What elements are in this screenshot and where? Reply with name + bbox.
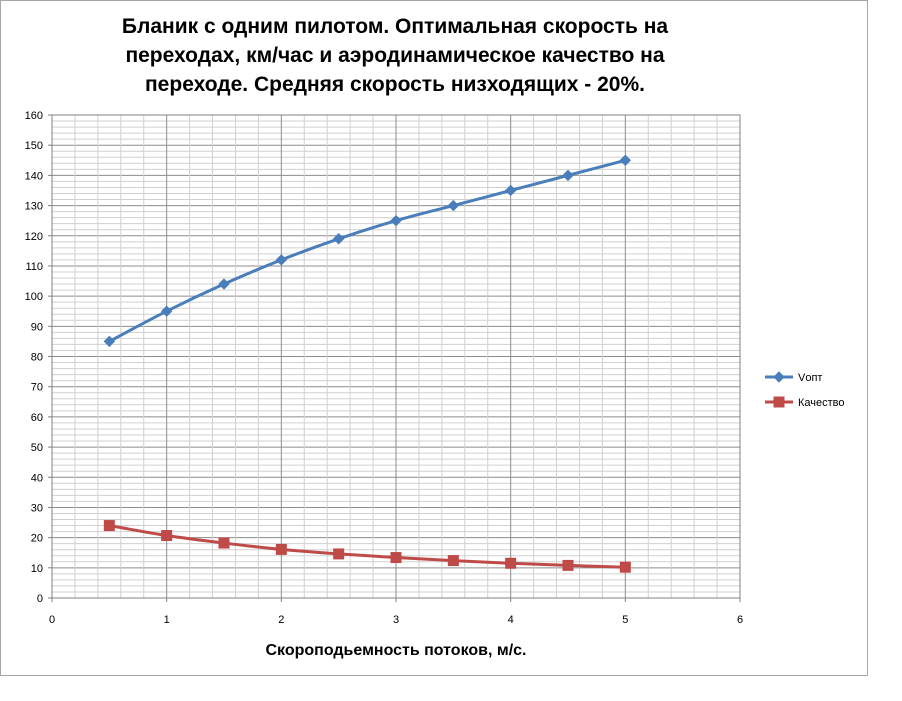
series-layer	[103, 154, 632, 573]
chart-title: Бланик с одним пилотом. Оптимальная скор…	[121, 15, 669, 96]
data-point	[447, 199, 460, 212]
legend-swatch-marker	[773, 396, 785, 408]
data-point	[619, 561, 631, 573]
legend-label: Vопт	[798, 372, 822, 384]
data-point	[447, 555, 459, 567]
data-point	[562, 559, 574, 571]
y-tick-label: 20	[31, 533, 43, 545]
x-tick-label: 1	[164, 614, 170, 626]
y-tick-label: 60	[31, 412, 43, 424]
data-point	[161, 530, 173, 542]
data-point	[103, 335, 116, 348]
data-point	[390, 552, 402, 564]
y-tick-label: 90	[31, 321, 43, 333]
y-tick-label: 110	[25, 261, 43, 273]
x-axis-label: Скороподьемность потоков, м/с.	[265, 642, 526, 659]
data-point	[505, 557, 517, 569]
y-tick-label: 40	[31, 472, 43, 484]
x-tick-label: 0	[49, 614, 55, 626]
data-point	[332, 233, 345, 245]
x-tick-label: 6	[737, 614, 743, 626]
data-point	[160, 305, 173, 317]
y-tick-label: 10	[31, 563, 43, 575]
data-point	[103, 520, 115, 532]
data-point	[562, 169, 574, 182]
y-tick-label: 100	[25, 291, 43, 303]
y-tick-label: 150	[25, 140, 43, 152]
x-tick-label: 5	[622, 614, 628, 626]
data-point	[619, 154, 632, 166]
series-line	[108, 158, 626, 343]
y-tick-label: 80	[31, 352, 43, 364]
data-point	[390, 214, 402, 227]
data-point	[275, 543, 287, 555]
x-tick-label: 4	[508, 614, 514, 626]
legend-label: Качество	[798, 397, 845, 409]
y-tick-label: 0	[37, 593, 43, 605]
legend-swatch-marker	[773, 371, 785, 383]
y-tick-label: 70	[31, 382, 43, 394]
y-tick-label: 160	[25, 110, 43, 122]
y-tick-label: 140	[25, 170, 43, 182]
x-tick-label: 2	[278, 614, 284, 626]
series-line	[109, 524, 626, 569]
legend: Vопт Качество	[765, 371, 845, 409]
data-point	[504, 184, 517, 197]
x-tick-label: 3	[393, 614, 399, 626]
series-quality	[103, 520, 631, 573]
axis-layer: 0102030405060708090100110120130140150160…	[25, 110, 743, 626]
data-point	[333, 548, 345, 560]
y-tick-label: 50	[31, 442, 43, 454]
y-tick-label: 130	[25, 201, 43, 213]
series-vopt	[103, 154, 632, 348]
data-point	[275, 254, 288, 266]
data-point	[218, 537, 230, 549]
y-tick-label: 120	[25, 231, 43, 243]
y-tick-label: 30	[31, 502, 43, 514]
data-point	[218, 278, 230, 290]
grid-layer	[51, 114, 741, 599]
